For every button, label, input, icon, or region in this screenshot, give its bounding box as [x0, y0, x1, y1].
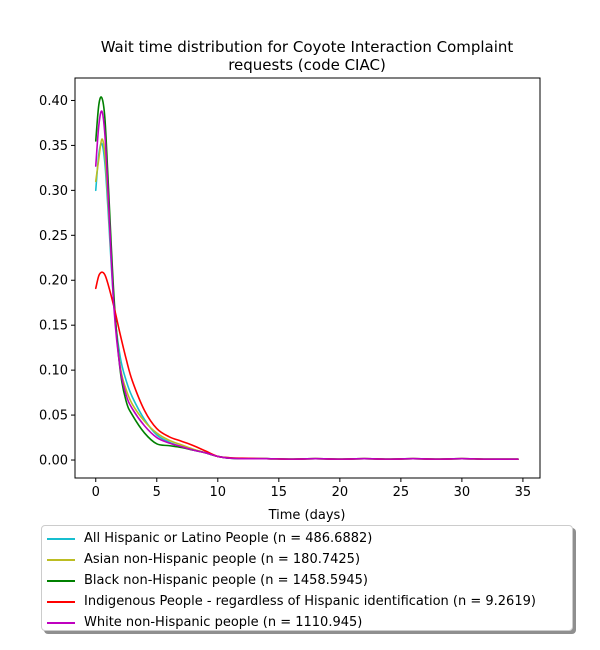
x-tick-label: 20 [332, 485, 349, 500]
chart: Wait time distribution for Coyote Intera… [39, 38, 541, 523]
chart-title-line-1: Wait time distribution for Coyote Intera… [101, 38, 514, 56]
series-line-1 [94, 142, 519, 460]
legend-item: All Hispanic or Latino People (n = 486.6… [47, 528, 572, 549]
legend: All Hispanic or Latino People (n = 486.6… [41, 525, 573, 631]
legend-label: Black non-Hispanic people (n = 1458.5945… [84, 573, 368, 588]
series-line-5 [94, 110, 519, 460]
series-layer [94, 96, 519, 460]
y-tick-label: 0.00 [39, 454, 68, 469]
y-tick-label: 0.20 [39, 274, 68, 289]
legend-item: Black non-Hispanic people (n = 1458.5945… [47, 570, 572, 591]
x-tick-label: 10 [210, 485, 227, 500]
legend-label: Asian non-Hispanic people (n = 180.7425) [84, 552, 361, 567]
legend-swatch [47, 579, 75, 582]
chart-title-line-2: requests (code CIAC) [228, 56, 386, 74]
legend-swatch [47, 537, 75, 540]
legend-item: Asian non-Hispanic people (n = 180.7425) [47, 549, 572, 570]
y-tick-label: 0.15 [39, 319, 68, 334]
x-tick-label: 0 [92, 485, 100, 500]
legend-label: All Hispanic or Latino People (n = 486.6… [84, 531, 373, 546]
y-axis: 0.00 0.05 0.10 0.15 0.20 0.25 0.30 0.35 0.40 [39, 94, 75, 469]
x-axis-label: Time (days) [268, 508, 346, 523]
y-tick-label: 0.35 [39, 139, 68, 154]
legend-swatch [47, 600, 75, 603]
legend-item: White non-Hispanic people (n = 1110.945) [47, 612, 572, 633]
legend-swatch [47, 558, 75, 561]
plot-area [74, 77, 541, 479]
x-axis: 0 5 10 15 20 25 30 35 [92, 478, 532, 500]
x-tick-label: 30 [454, 485, 471, 500]
legend-label: Indigenous People - regardless of Hispan… [84, 594, 536, 609]
legend-swatch [47, 621, 75, 624]
y-tick-label: 0.40 [39, 94, 68, 109]
legend-label: White non-Hispanic people (n = 1110.945) [84, 615, 363, 630]
x-tick-label: 15 [271, 485, 288, 500]
legend-item: Indigenous People - regardless of Hispan… [47, 591, 572, 612]
series-line-2 [94, 138, 519, 460]
x-tick-label: 35 [515, 485, 532, 500]
y-tick-label: 0.05 [39, 409, 68, 424]
series-line-3 [94, 96, 519, 460]
x-tick-label: 5 [153, 485, 161, 500]
y-tick-label: 0.30 [39, 184, 68, 199]
x-tick-label: 25 [393, 485, 410, 500]
series-line-4 [94, 271, 519, 460]
y-tick-label: 0.10 [39, 364, 68, 379]
y-tick-label: 0.25 [39, 229, 68, 244]
